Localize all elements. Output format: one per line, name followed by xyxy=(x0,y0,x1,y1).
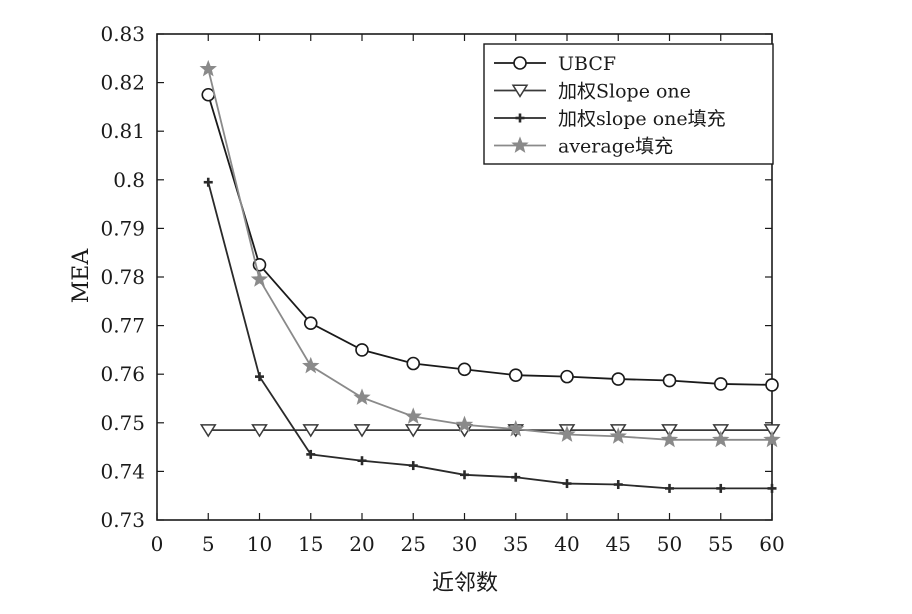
data-point-plus xyxy=(357,456,367,466)
y-tick-label: 0.8 xyxy=(113,168,145,192)
data-point-circle xyxy=(355,343,369,357)
y-tick-label: 0.74 xyxy=(100,459,145,483)
x-axis-title: 近邻数 xyxy=(432,571,498,596)
data-point-plus xyxy=(515,113,525,123)
data-point-circle xyxy=(303,316,318,330)
legend-label: 加权Slope one xyxy=(558,81,691,103)
series-line xyxy=(207,182,772,490)
y-tick-label: 0.78 xyxy=(100,265,145,289)
data-point-plus xyxy=(716,483,726,493)
y-tick-label: 0.83 xyxy=(100,22,145,46)
data-point-plus xyxy=(767,483,777,493)
x-tick-label: 45 xyxy=(606,532,631,556)
series-4 xyxy=(199,59,781,448)
legend-label: average填充 xyxy=(558,136,673,158)
series-1 xyxy=(201,87,779,392)
data-point-triangle xyxy=(661,424,678,438)
data-point-plus xyxy=(511,472,521,482)
y-tick-label: 0.81 xyxy=(100,119,145,143)
legend: UBCF 加权Slope one 加权slope one填充 average填充 xyxy=(483,43,774,165)
data-point-circle xyxy=(662,373,677,388)
y-tick-label: 0.75 xyxy=(100,411,145,435)
data-point-star xyxy=(455,415,474,433)
data-point-star xyxy=(763,430,781,448)
series-3 xyxy=(203,177,777,493)
x-tick-label: 15 xyxy=(298,532,323,556)
data-point-circle xyxy=(765,378,779,392)
data-point-star xyxy=(302,356,320,374)
y-tick-label: 0.76 xyxy=(100,362,145,386)
data-point-circle xyxy=(560,369,574,384)
legend-box xyxy=(483,43,774,165)
axes-group: 0 5 10 15 20 25 30 35 40 45 50 55 60 0.73 0.74 0.75 0.76… xyxy=(100,22,784,556)
y-tick-label: 0.77 xyxy=(100,314,145,338)
x-tick-label: 60 xyxy=(759,532,784,556)
data-point-triangle xyxy=(763,424,781,438)
x-tick-label: 55 xyxy=(708,532,733,556)
data-point-triangle xyxy=(404,424,422,438)
x-tick-label: 40 xyxy=(554,532,579,556)
data-point-star xyxy=(353,388,371,405)
legend-item: 加权Slope one xyxy=(494,81,691,103)
series-line xyxy=(207,94,773,386)
data-point-star xyxy=(507,419,525,437)
data-point-plus xyxy=(408,461,418,471)
data-point-star xyxy=(609,427,627,444)
data-point-circle xyxy=(201,87,216,102)
data-point-triangle xyxy=(302,424,320,438)
data-point-star xyxy=(250,270,269,287)
legend-label: 加权slope one填充 xyxy=(558,108,726,130)
data-point-plus xyxy=(460,470,469,480)
data-point-star xyxy=(660,430,679,448)
data-point-circle xyxy=(713,377,728,391)
data-point-circle xyxy=(406,356,421,371)
x-tick-label: 0 xyxy=(151,532,164,556)
data-point-circle xyxy=(457,362,472,377)
x-tick-label: 25 xyxy=(401,532,426,556)
data-point-triangle xyxy=(712,424,730,438)
data-point-circle xyxy=(611,372,626,386)
x-tick-label: 5 xyxy=(202,532,215,556)
data-point-star xyxy=(511,136,529,153)
y-tick-label: 0.73 xyxy=(100,508,145,532)
legend-item: 加权slope one填充 xyxy=(494,108,726,130)
x-tick-label: 30 xyxy=(452,532,477,556)
legend-label: UBCF xyxy=(558,53,616,75)
data-point-circle xyxy=(513,56,527,70)
x-tick-label: 35 xyxy=(503,532,528,556)
x-tick-label: 10 xyxy=(247,532,272,556)
data-point-circle xyxy=(508,368,523,382)
data-point-triangle xyxy=(511,84,529,98)
data-point-star xyxy=(712,430,730,448)
data-point-plus xyxy=(203,177,213,187)
y-axis-title: MEA xyxy=(69,248,94,304)
legend-item: UBCF xyxy=(494,53,616,75)
x-tick-label: 50 xyxy=(657,532,682,556)
x-tick-label: 20 xyxy=(349,532,374,556)
series-line xyxy=(207,68,772,441)
data-point-star xyxy=(404,407,422,424)
legend-item: average填充 xyxy=(494,136,673,158)
data-point-star xyxy=(199,59,217,77)
data-point-plus xyxy=(613,480,623,490)
data-point-plus xyxy=(665,483,674,493)
y-tick-label: 0.79 xyxy=(100,216,145,240)
y-tick-label: 0.82 xyxy=(100,71,145,95)
data-point-plus xyxy=(306,449,316,459)
series-group xyxy=(199,59,781,493)
data-point-triangle xyxy=(199,424,217,438)
data-point-plus xyxy=(562,479,572,489)
data-point-star xyxy=(558,425,576,442)
data-point-triangle xyxy=(353,424,371,438)
data-point-triangle xyxy=(251,424,268,438)
data-point-plus xyxy=(255,372,264,382)
